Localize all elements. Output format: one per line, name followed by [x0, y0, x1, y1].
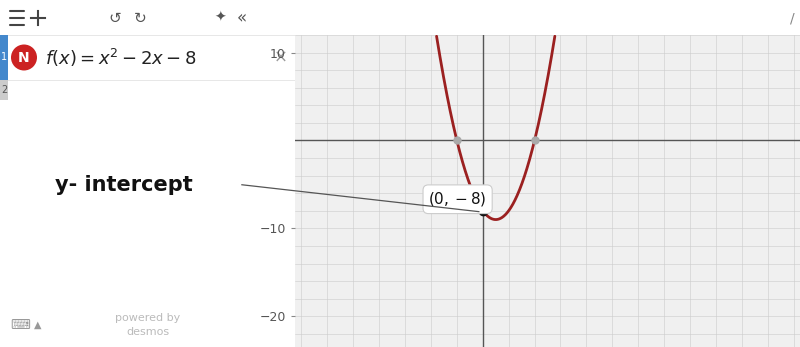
Text: ↺: ↺ [109, 10, 122, 25]
Text: ↻: ↻ [134, 10, 146, 25]
Text: ×: × [274, 49, 288, 67]
Bar [0, 35, 8, 80]
Text: $f(x) = x^2 - 2x - 8$: $f(x) = x^2 - 2x - 8$ [45, 46, 197, 69]
Text: y- intercept: y- intercept [55, 175, 193, 195]
Text: $(0, -8)$: $(0, -8)$ [428, 190, 487, 208]
Text: ⌨: ⌨ [10, 318, 30, 332]
Text: /: / [790, 11, 794, 25]
Text: powered by
desmos: powered by desmos [115, 313, 180, 337]
Text: «: « [237, 9, 247, 27]
Text: 2: 2 [1, 85, 7, 95]
Bar [0, 35, 295, 80]
Bar [0, 80, 8, 100]
Circle shape [11, 44, 37, 70]
Text: N: N [18, 51, 30, 65]
Text: 1: 1 [1, 52, 7, 62]
Text: ▲: ▲ [34, 320, 42, 330]
Text: ✦: ✦ [214, 11, 226, 25]
